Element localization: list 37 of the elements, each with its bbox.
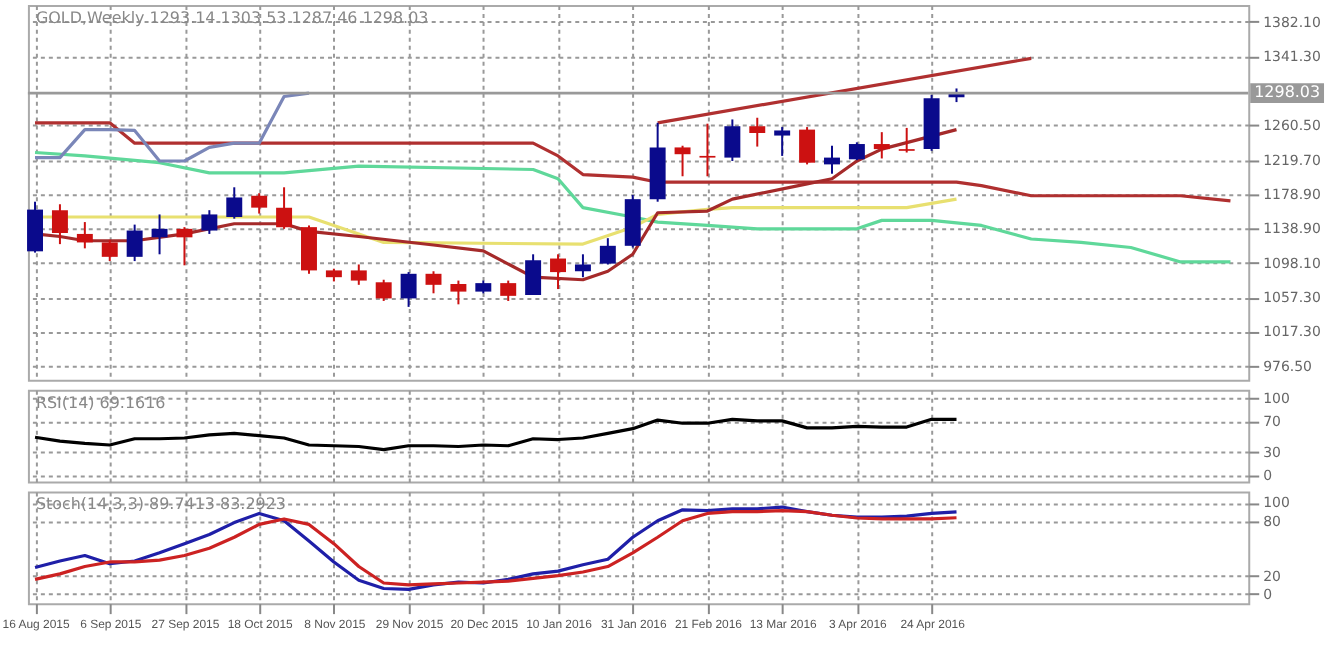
candlestick bbox=[550, 253, 567, 291]
candlestick bbox=[624, 193, 641, 249]
line-series bbox=[33, 417, 959, 452]
candlestick bbox=[27, 200, 44, 254]
candlestick bbox=[749, 116, 766, 148]
candlestick bbox=[774, 126, 791, 157]
candlestick bbox=[574, 253, 591, 279]
line-series bbox=[33, 150, 1233, 264]
candlestick bbox=[201, 209, 218, 235]
candlestick bbox=[400, 271, 417, 308]
candlestick bbox=[176, 226, 193, 267]
candlestick bbox=[101, 238, 118, 263]
candlestick bbox=[425, 270, 442, 295]
candlestick bbox=[525, 253, 542, 296]
candlestick bbox=[599, 237, 616, 266]
candlestick bbox=[724, 118, 741, 162]
candlestick bbox=[350, 263, 367, 286]
chart-title: GOLD,Weekly 1293.14 1303.53 1287.46 1298.03 bbox=[35, 8, 429, 27]
candlestick bbox=[873, 131, 890, 160]
candlestick bbox=[375, 278, 392, 302]
candlestick bbox=[898, 126, 915, 154]
candlestick bbox=[699, 122, 716, 178]
candlestick bbox=[126, 223, 143, 263]
candlestick bbox=[674, 144, 691, 178]
candlestick bbox=[276, 186, 293, 230]
candlestick bbox=[450, 279, 467, 306]
chart-title: RSI(14) 69.1616 bbox=[35, 393, 166, 412]
ref-line-label: 1298.03 bbox=[1254, 83, 1321, 102]
chart-title: Stoch(14,3,3) 89.7413 83.2923 bbox=[35, 495, 286, 514]
candlestick bbox=[251, 192, 268, 215]
candlestick bbox=[151, 213, 168, 256]
candlestick bbox=[76, 221, 93, 250]
candlestick bbox=[51, 203, 68, 246]
candlestick bbox=[500, 279, 517, 302]
candlestick bbox=[301, 224, 317, 275]
candlestick bbox=[799, 126, 816, 166]
candlestick bbox=[226, 186, 243, 220]
